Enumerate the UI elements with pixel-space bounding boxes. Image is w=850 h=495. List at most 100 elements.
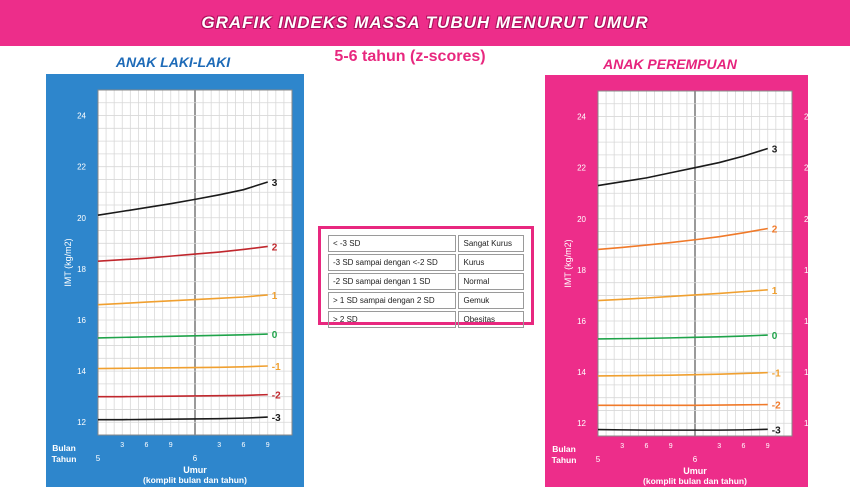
y-tick-label-left: 22 bbox=[77, 163, 86, 172]
x-year-tick-label: 5 bbox=[96, 454, 101, 463]
x-year-tick-label: 6 bbox=[193, 454, 198, 463]
x-row-label-years: Tahun bbox=[552, 455, 577, 465]
x-month-tick-label: 9 bbox=[266, 442, 270, 449]
series-line--1 bbox=[97, 365, 268, 370]
legend-range: > 2 SD bbox=[328, 311, 457, 328]
series-label-2: 2 bbox=[272, 242, 278, 253]
series-line--3 bbox=[98, 416, 268, 421]
boys-chart-panel: 1212141416161818202022222424IMT (kg/m2)3… bbox=[46, 74, 304, 487]
y-tick-label-left: 22 bbox=[577, 164, 586, 173]
legend-category: Normal bbox=[458, 273, 524, 290]
series-label--2: -2 bbox=[772, 401, 781, 412]
legend-row: > 1 SD sampai dengan 2 SD Gemuk bbox=[328, 292, 524, 309]
legend-category: Kurus bbox=[458, 254, 524, 271]
x-axis-label: Umur bbox=[683, 466, 707, 476]
series-label-2: 2 bbox=[772, 224, 778, 235]
series-line--2 bbox=[598, 403, 768, 407]
x-row-label-months: Bulan bbox=[552, 444, 576, 454]
legend-table-box: < -3 SD Sangat Kurus -3 SD sampai dengan… bbox=[318, 226, 534, 328]
y-tick-label-left: 20 bbox=[77, 214, 86, 223]
legend-row: -3 SD sampai dengan <-2 SD Kurus bbox=[328, 254, 524, 271]
x-axis-sublabel: (komplit bulan dan tahun) bbox=[643, 476, 747, 486]
girls-chart: 1212141416161818202022222424IMT (kg/m2)3… bbox=[552, 90, 808, 486]
y-tick-label-left: 12 bbox=[577, 419, 586, 428]
series-label--1: -1 bbox=[772, 369, 781, 380]
series-label--1: -1 bbox=[272, 362, 281, 373]
legend-range: -2 SD sampai dengan 1 SD bbox=[328, 273, 457, 290]
series-line-0 bbox=[597, 334, 768, 340]
boys-chart: 1212141416161818202022222424IMT (kg/m2)3… bbox=[52, 89, 293, 485]
x-month-tick-label: 9 bbox=[669, 443, 673, 450]
series-label-0: 0 bbox=[772, 331, 778, 342]
header-banner: GRAFIK INDEKS MASSA TUBUH MENURUT UMUR bbox=[0, 0, 850, 46]
y-tick-label-right: 24 bbox=[804, 113, 808, 122]
series-label-1: 1 bbox=[772, 286, 778, 297]
y-tick-label-left: 24 bbox=[77, 112, 86, 121]
y-tick-label-right: 16 bbox=[804, 317, 808, 326]
series-line--3 bbox=[597, 428, 768, 431]
legend-category: Sangat Kurus bbox=[458, 235, 524, 252]
legend-range: < -3 SD bbox=[328, 235, 457, 252]
x-month-tick-label: 6 bbox=[742, 443, 746, 450]
series-label-3: 3 bbox=[772, 145, 778, 156]
x-month-tick-label: 6 bbox=[645, 443, 649, 450]
x-month-tick-label: 9 bbox=[169, 442, 173, 449]
plot-border bbox=[597, 90, 793, 437]
x-month-tick-label: 3 bbox=[217, 442, 221, 449]
y-tick-label-right: 14 bbox=[804, 368, 808, 377]
y-tick-label-left: 16 bbox=[577, 317, 586, 326]
y-tick-label-right: 20 bbox=[804, 215, 808, 224]
legend-row: > 2 SD Obesitas bbox=[328, 311, 524, 328]
y-tick-label-left: 24 bbox=[577, 113, 586, 122]
legend-row: -2 SD sampai dengan 1 SD Normal bbox=[328, 273, 524, 290]
girls-chart-panel: 1212141416161818202022222424IMT (kg/m2)3… bbox=[545, 75, 808, 487]
x-axis-sublabel: (komplit bulan dan tahun) bbox=[143, 475, 247, 485]
series-line-3 bbox=[597, 147, 768, 187]
series-line-3 bbox=[97, 181, 268, 217]
x-month-tick-label: 3 bbox=[620, 443, 624, 450]
y-tick-label-left: 18 bbox=[577, 266, 586, 275]
boys-chart-title: ANAK LAKI-LAKI bbox=[115, 54, 231, 70]
x-month-tick-label: 9 bbox=[766, 443, 770, 450]
y-axis-label: IMT (kg/m2) bbox=[63, 238, 73, 286]
y-tick-label-left: 14 bbox=[577, 368, 586, 377]
page-title: GRAFIK INDEKS MASSA TUBUH MENURUT UMUR bbox=[201, 13, 649, 32]
series-line-2 bbox=[597, 227, 768, 251]
series-line--2 bbox=[98, 393, 268, 398]
legend-category: Obesitas bbox=[458, 311, 524, 328]
series-label-3: 3 bbox=[272, 178, 278, 189]
y-axis-label: IMT (kg/m2) bbox=[563, 239, 573, 287]
x-axis-label: Umur bbox=[183, 465, 207, 475]
page-subtitle: 5-6 tahun (z-scores) bbox=[334, 48, 486, 65]
y-tick-label-left: 18 bbox=[77, 265, 86, 274]
girls-chart-title: ANAK PEREMPUAN bbox=[603, 56, 737, 72]
y-tick-label-right: 12 bbox=[804, 419, 808, 428]
legend-table: < -3 SD Sangat Kurus -3 SD sampai dengan… bbox=[326, 233, 526, 330]
series-label--3: -3 bbox=[772, 425, 781, 436]
series-line-1 bbox=[597, 289, 768, 302]
y-tick-label-left: 12 bbox=[77, 418, 86, 427]
x-year-tick-label: 6 bbox=[693, 455, 698, 464]
series-label--3: -3 bbox=[272, 413, 281, 424]
y-tick-label-right: 18 bbox=[804, 266, 808, 275]
y-tick-label-left: 20 bbox=[577, 215, 586, 224]
x-month-tick-label: 3 bbox=[717, 443, 721, 450]
legend-range: > 1 SD sampai dengan 2 SD bbox=[328, 292, 457, 309]
x-year-tick-label: 5 bbox=[596, 455, 601, 464]
x-month-tick-label: 6 bbox=[242, 442, 246, 449]
series-line-0 bbox=[97, 333, 268, 339]
x-month-tick-label: 3 bbox=[120, 442, 124, 449]
x-row-label-years: Tahun bbox=[52, 454, 77, 464]
legend-range: -3 SD sampai dengan <-2 SD bbox=[328, 254, 457, 271]
series-label--2: -2 bbox=[272, 391, 281, 402]
y-tick-label-left: 14 bbox=[77, 367, 86, 376]
series-line-1 bbox=[97, 294, 268, 306]
series-label-1: 1 bbox=[272, 291, 278, 302]
x-month-tick-label: 6 bbox=[145, 442, 149, 449]
series-line-2 bbox=[97, 245, 268, 263]
plot-border bbox=[97, 89, 293, 436]
series-label-0: 0 bbox=[272, 330, 278, 341]
legend-row: < -3 SD Sangat Kurus bbox=[328, 235, 524, 252]
series-line--1 bbox=[597, 371, 768, 377]
x-row-label-months: Bulan bbox=[52, 443, 76, 453]
